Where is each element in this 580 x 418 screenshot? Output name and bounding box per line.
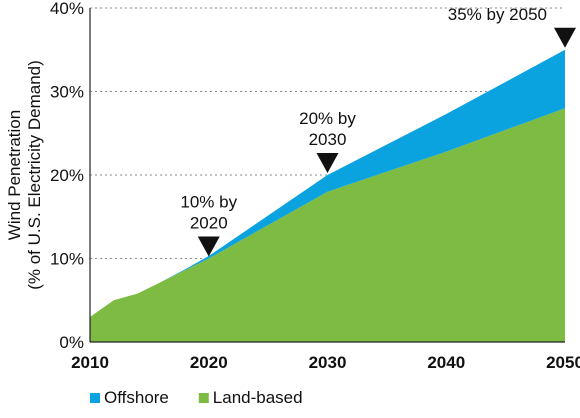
- y-tick-label: 40%: [50, 0, 84, 18]
- y-tick-label: 10%: [50, 250, 84, 269]
- y-axis-label: Wind Penetration (% of U.S. Electricity …: [5, 60, 44, 290]
- x-tick-label: 2020: [190, 353, 228, 372]
- legend-swatch: [198, 393, 209, 403]
- y-tick-label: 20%: [50, 166, 84, 185]
- annotation-label: 2020: [190, 214, 228, 233]
- y-tick-label: 0%: [59, 333, 84, 352]
- annotation-arrow: [197, 236, 220, 257]
- legend: Offshore Land-based: [90, 388, 303, 407]
- annotation-label: 35% by 2050: [448, 5, 547, 24]
- y-tick-label: 30%: [50, 83, 84, 102]
- x-tick-label: 2010: [71, 353, 109, 372]
- y-tick-labels: 0% 10% 20% 30% 40%: [50, 0, 84, 352]
- annotation-label: 2030: [309, 130, 347, 149]
- legend-label: Land-based: [213, 388, 303, 407]
- annotation-label: 10% by: [180, 193, 237, 212]
- annotation-label: 20% by: [299, 109, 356, 128]
- annotation-arrow: [554, 27, 576, 48]
- area-offshore: [90, 49, 565, 317]
- area-land-based: [90, 108, 565, 342]
- y-axis-label-line2: (% of U.S. Electricity Demand): [25, 60, 44, 290]
- x-tick-label: 2040: [427, 353, 465, 372]
- legend-label: Offshore: [104, 388, 169, 407]
- annotation-arrow: [316, 153, 339, 173]
- x-tick-label: 2050: [546, 353, 580, 372]
- legend-swatch: [90, 393, 100, 403]
- x-tick-labels: 2010 2020 2030 2040 2050: [71, 353, 580, 372]
- x-tick-label: 2030: [309, 353, 347, 372]
- y-axis-label-line1: Wind Penetration: [5, 110, 24, 240]
- stacked-areas: [90, 49, 565, 342]
- annotations: 10% by 2020 20% by 2030 35% by 2050: [180, 5, 576, 257]
- axes: [89, 8, 565, 343]
